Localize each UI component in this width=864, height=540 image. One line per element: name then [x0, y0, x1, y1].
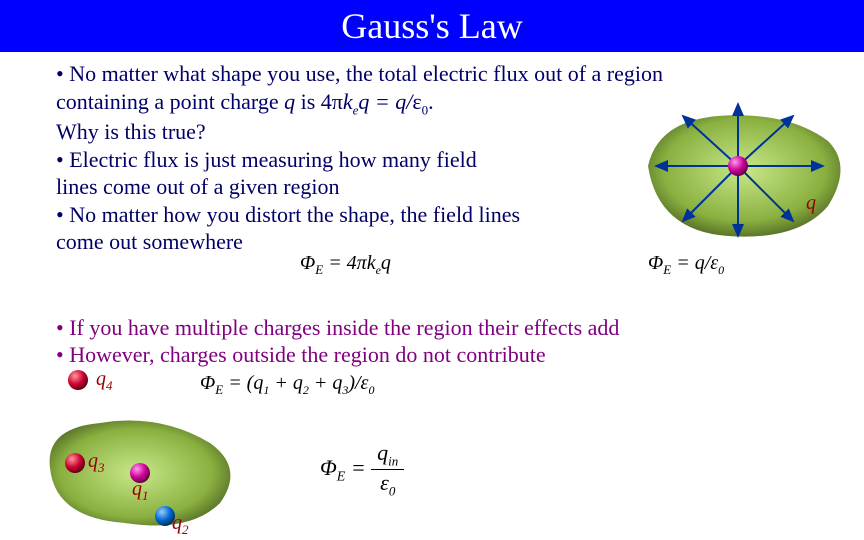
bullet2-line-1: • If you have multiple charges inside th…: [56, 314, 808, 342]
charge-q-label: q: [806, 192, 816, 215]
sphere-q4: [66, 368, 90, 392]
text-frag: containing a point charge: [56, 89, 284, 114]
title-bar: Gauss's Law: [0, 0, 864, 52]
q1-label: q1: [132, 478, 149, 504]
q-text: q: [96, 368, 106, 390]
q4-label: q4: [96, 368, 113, 394]
text-q: q: [284, 89, 295, 114]
bullet-line-1a: • No matter what shape you use, the tota…: [56, 60, 808, 88]
blob-top-right: [618, 96, 858, 256]
text-frag: .: [428, 89, 434, 114]
q-text: q: [806, 192, 816, 214]
bullet2-line-2: • However, charges outside the region do…: [56, 341, 808, 369]
q-text: q: [132, 478, 142, 500]
q-sub: 2: [182, 522, 189, 537]
formula-sum-charges: ΦE = (q1 + q2 + q3)/ε0: [200, 372, 374, 398]
q2-label: q2: [172, 512, 189, 538]
text-eps: ε: [412, 89, 421, 114]
slide-title: Gauss's Law: [341, 5, 522, 47]
blob-bottom-left: [30, 388, 250, 538]
q-sub: 1: [142, 488, 149, 503]
formula-qin-eps: ΦE = qin ε0: [320, 440, 404, 500]
text-frag: q = q/: [358, 89, 412, 114]
q-sub: 3: [98, 460, 105, 475]
q-text: q: [88, 450, 98, 472]
content-section-2: • If you have multiple charges inside th…: [0, 304, 864, 369]
q-text: q: [172, 512, 182, 534]
text-frag: is 4π: [295, 89, 343, 114]
formula-flux-4pikq: ΦE = 4πkeq: [300, 252, 391, 278]
text-k: k: [343, 89, 353, 114]
q-sub: 4: [106, 378, 113, 393]
formula-flux-qeps: ΦE = q/ε0: [648, 252, 724, 278]
q3-label: q3: [88, 450, 105, 476]
